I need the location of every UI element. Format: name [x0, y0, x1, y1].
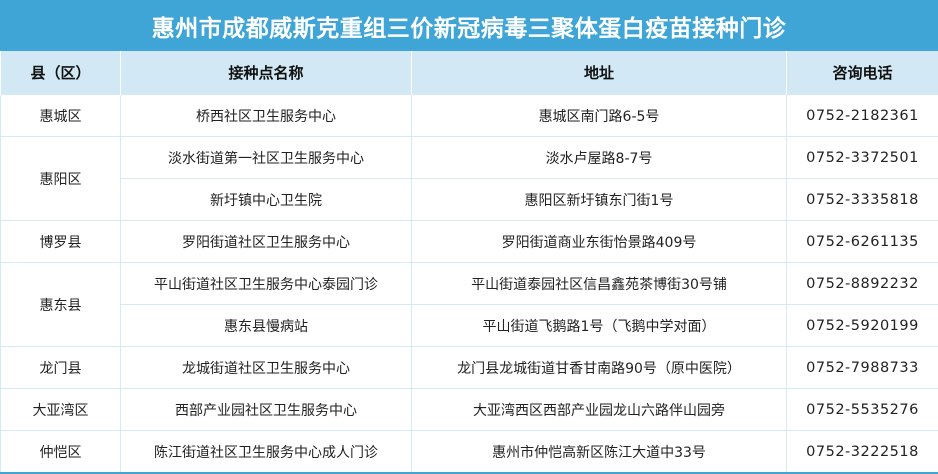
table-row: 博罗县 罗阳街道社区卫生服务中心 罗阳街道商业东街怡景路409号 0752-62…	[1, 221, 938, 263]
district-cell: 大亚湾区	[1, 389, 121, 431]
name-cell: 罗阳街道社区卫生服务中心	[121, 221, 412, 263]
phone-cell: 0752-6261135	[787, 221, 938, 263]
district-cell: 惠东县	[1, 263, 121, 347]
name-cell: 西部产业园社区卫生服务中心	[121, 389, 412, 431]
address-cell: 惠城区南门路6-5号	[412, 95, 787, 137]
clinic-table: 县（区） 接种点名称 地址 咨询电话 惠城区 桥西社区卫生服务中心 惠城区南门路…	[0, 51, 938, 474]
phone-cell: 0752-3372501	[787, 137, 938, 179]
district-cell: 仲恺区	[1, 431, 121, 474]
name-cell: 龙城街道社区卫生服务中心	[121, 347, 412, 389]
table-row: 仲恺区 陈江街道社区卫生服务中心成人门诊 惠州市仲恺高新区陈江大道中33号 07…	[1, 431, 938, 474]
header-district: 县（区）	[1, 51, 121, 95]
address-cell: 惠阳区新圩镇东门街1号	[412, 179, 787, 221]
table-header: 县（区） 接种点名称 地址 咨询电话	[1, 51, 938, 95]
address-cell: 龙门县龙城街道甘香甘南路90号（原中医院）	[412, 347, 787, 389]
name-cell: 惠东县慢病站	[121, 305, 412, 347]
page-title: 惠州市成都威斯克重组三价新冠病毒三聚体蛋白疫苗接种门诊	[0, 0, 938, 51]
header-address: 地址	[412, 51, 787, 95]
district-cell: 惠阳区	[1, 137, 121, 221]
name-cell: 桥西社区卫生服务中心	[121, 95, 412, 137]
phone-cell: 0752-2182361	[787, 95, 938, 137]
district-cell: 博罗县	[1, 221, 121, 263]
table-row: 惠东县慢病站 平山街道飞鹅路1号（飞鹅中学对面） 0752-5920199	[1, 305, 938, 347]
phone-cell: 0752-5920199	[787, 305, 938, 347]
table-row: 新圩镇中心卫生院 惠阳区新圩镇东门街1号 0752-3335818	[1, 179, 938, 221]
address-cell: 罗阳街道商业东街怡景路409号	[412, 221, 787, 263]
address-cell: 平山街道飞鹅路1号（飞鹅中学对面）	[412, 305, 787, 347]
phone-cell: 0752-5535276	[787, 389, 938, 431]
name-cell: 淡水街道第一社区卫生服务中心	[121, 137, 412, 179]
header-phone: 咨询电话	[787, 51, 938, 95]
table-row: 惠东县 平山街道社区卫生服务中心泰园门诊 平山街道泰园社区信昌鑫苑茶博街30号铺…	[1, 263, 938, 305]
address-cell: 惠州市仲恺高新区陈江大道中33号	[412, 431, 787, 474]
name-cell: 陈江街道社区卫生服务中心成人门诊	[121, 431, 412, 474]
phone-cell: 0752-8892232	[787, 263, 938, 305]
phone-cell: 0752-3222518	[787, 431, 938, 474]
name-cell: 新圩镇中心卫生院	[121, 179, 412, 221]
address-cell: 淡水卢屋路8-7号	[412, 137, 787, 179]
district-cell: 惠城区	[1, 95, 121, 137]
table-row: 龙门县 龙城街道社区卫生服务中心 龙门县龙城街道甘香甘南路90号（原中医院） 0…	[1, 347, 938, 389]
district-cell: 龙门县	[1, 347, 121, 389]
phone-cell: 0752-3335818	[787, 179, 938, 221]
name-cell: 平山街道社区卫生服务中心泰园门诊	[121, 263, 412, 305]
table-row: 惠阳区 淡水街道第一社区卫生服务中心 淡水卢屋路8-7号 0752-337250…	[1, 137, 938, 179]
address-cell: 大亚湾西区西部产业园龙山六路伴山园旁	[412, 389, 787, 431]
table-row: 惠城区 桥西社区卫生服务中心 惠城区南门路6-5号 0752-2182361	[1, 95, 938, 137]
address-cell: 平山街道泰园社区信昌鑫苑茶博街30号铺	[412, 263, 787, 305]
phone-cell: 0752-7988733	[787, 347, 938, 389]
table-row: 大亚湾区 西部产业园社区卫生服务中心 大亚湾西区西部产业园龙山六路伴山园旁 07…	[1, 389, 938, 431]
header-name: 接种点名称	[121, 51, 412, 95]
